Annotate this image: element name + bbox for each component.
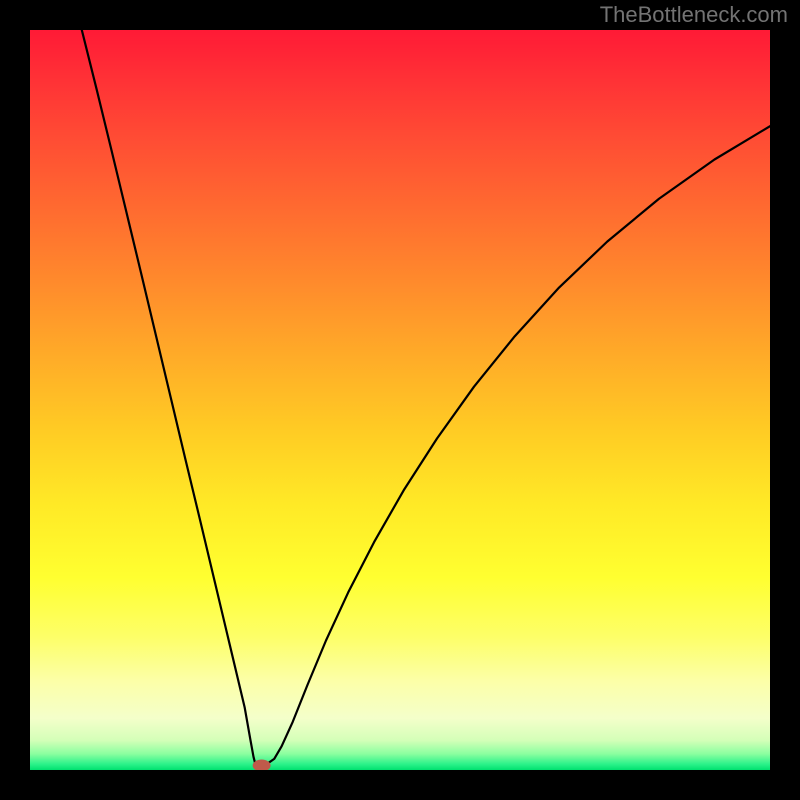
chart-svg <box>0 0 800 800</box>
watermark-text: TheBottleneck.com <box>600 2 788 28</box>
trough-marker <box>253 760 271 772</box>
chart-root: TheBottleneck.com <box>0 0 800 800</box>
gradient-background <box>30 30 770 770</box>
